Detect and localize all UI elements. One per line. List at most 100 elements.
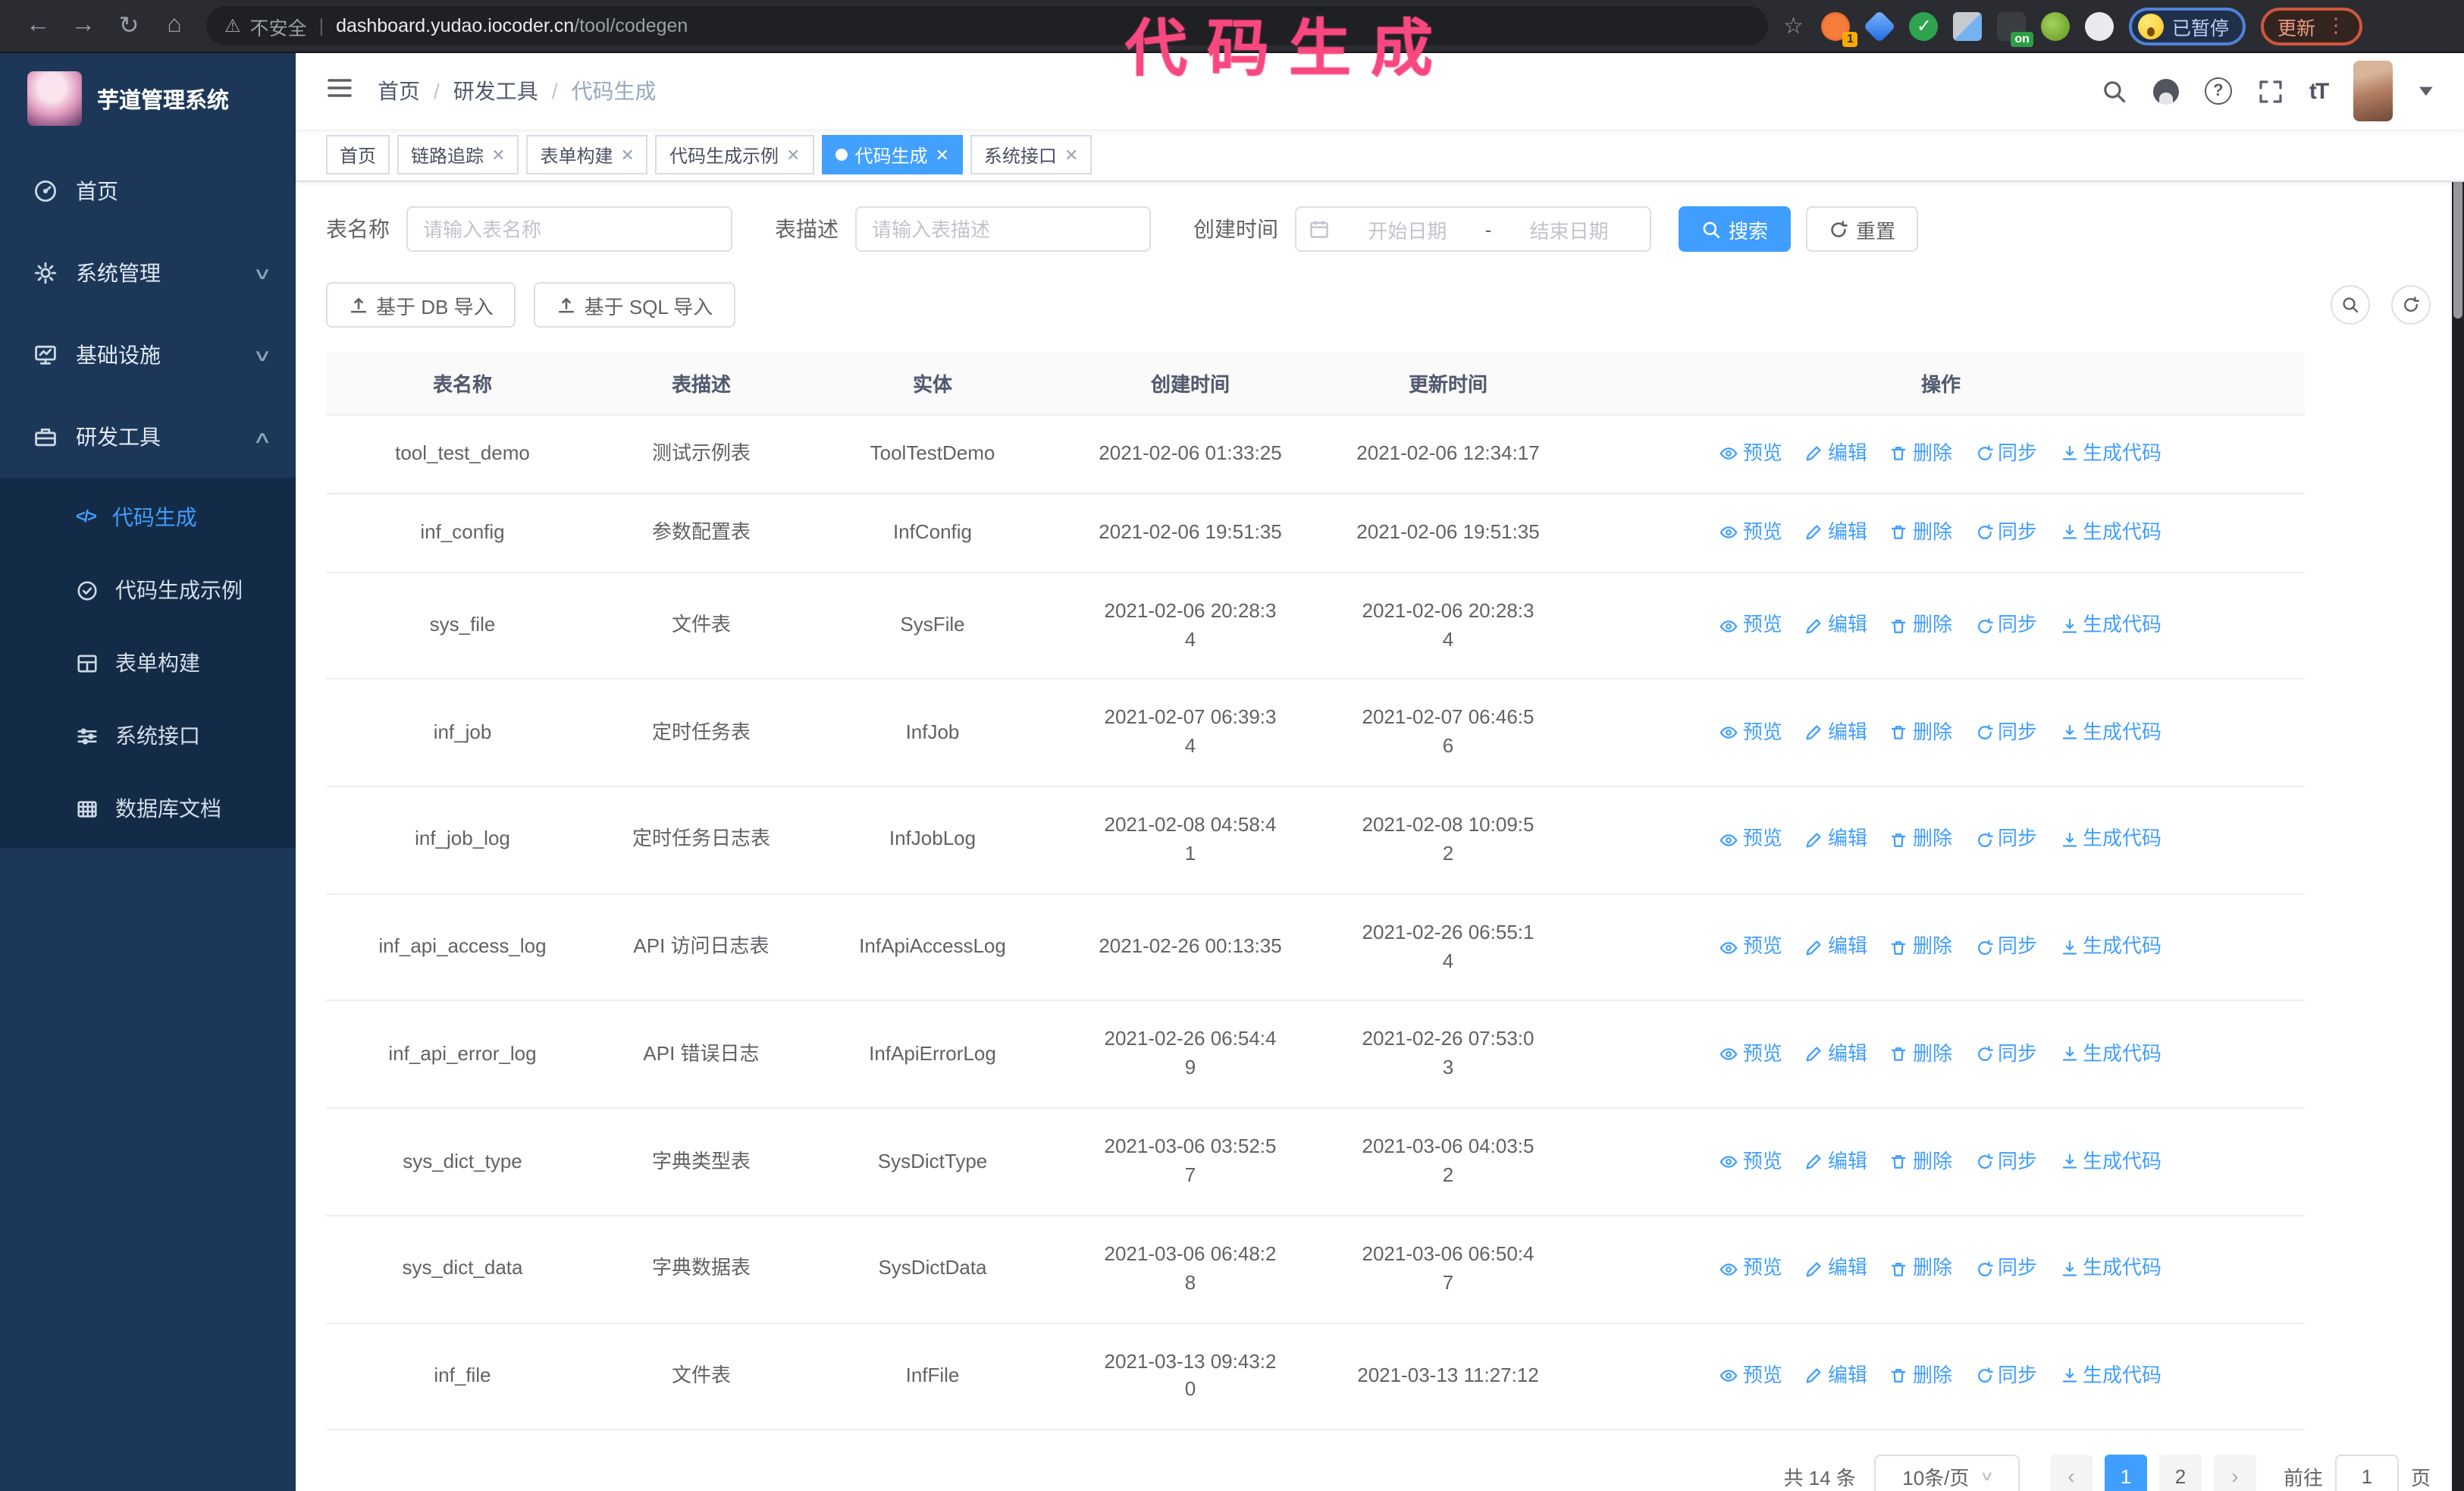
breadcrumb-devtools[interactable]: 研发工具 — [453, 79, 538, 103]
extension-icon[interactable]: on — [1997, 11, 2034, 46]
close-icon[interactable]: ✕ — [491, 146, 506, 165]
puzzle-icon[interactable] — [2085, 11, 2114, 40]
edit-link[interactable]: 编辑 — [1805, 1362, 1867, 1391]
generate-code-link[interactable]: 生成代码 — [2060, 1362, 2161, 1391]
sync-link[interactable]: 同步 — [1975, 1254, 2037, 1283]
extension-icon[interactable]: 1 — [1821, 11, 1858, 46]
more-menu-icon[interactable]: ⋮ — [2325, 14, 2346, 36]
table-desc-input[interactable] — [855, 206, 1151, 252]
page-button-2[interactable]: 2 — [2158, 1455, 2202, 1491]
import-sql-button[interactable]: 基于 SQL 导入 — [534, 282, 736, 328]
address-bar[interactable]: ⚠ 不安全 | dashboard.yudao.iocoder.cn/tool/… — [206, 6, 1768, 46]
preview-link[interactable]: 预览 — [1720, 826, 1782, 855]
sync-link[interactable]: 同步 — [1975, 933, 2037, 962]
start-date-placeholder[interactable]: 开始日期 — [1368, 219, 1447, 242]
generate-code-link[interactable]: 生成代码 — [2060, 826, 2161, 855]
sync-link[interactable]: 同步 — [1975, 1362, 2037, 1391]
delete-link[interactable]: 删除 — [1890, 1254, 1952, 1283]
sync-link[interactable]: 同步 — [1975, 826, 2037, 855]
fullscreen-icon[interactable] — [2258, 78, 2284, 104]
tag-codegen[interactable]: 代码生成 ✕ — [821, 135, 963, 174]
page-button-1[interactable]: 1 — [2104, 1455, 2147, 1491]
extension-icon[interactable]: ✓ — [1909, 11, 1939, 40]
sync-link[interactable]: 同步 — [1975, 519, 2037, 548]
sync-link[interactable]: 同步 — [1975, 719, 2037, 748]
forward-icon[interactable]: → — [71, 12, 96, 38]
date-range-picker[interactable]: 开始日期 - 结束日期 — [1295, 206, 1651, 252]
edit-link[interactable]: 编辑 — [1805, 611, 1867, 640]
home-icon[interactable]: ⌂ — [167, 12, 182, 38]
preview-link[interactable]: 预览 — [1720, 1362, 1782, 1391]
font-size-icon[interactable]: tT — [2309, 78, 2329, 104]
sidebar-item-system[interactable]: 系统管理 ∨ — [0, 232, 296, 314]
breadcrumb-home[interactable]: 首页 — [378, 79, 420, 103]
refresh-table-button[interactable] — [2391, 285, 2431, 325]
header-search-icon[interactable] — [2102, 78, 2127, 104]
generate-code-link[interactable]: 生成代码 — [2060, 519, 2161, 548]
sidebar-toggle-icon[interactable] — [326, 74, 353, 108]
delete-link[interactable]: 删除 — [1890, 440, 1952, 469]
sync-link[interactable]: 同步 — [1975, 1147, 2037, 1176]
extension-icon[interactable] — [2041, 11, 2071, 40]
page-size-select[interactable]: 10条/页 ∨ — [1873, 1455, 2020, 1491]
app-logo-row[interactable]: 芋道管理系统 — [0, 53, 296, 141]
edit-link[interactable]: 编辑 — [1805, 826, 1867, 855]
avatar-caret-icon[interactable]: ▼ — [2415, 83, 2437, 99]
sidebar-item-system-api[interactable]: 系统接口 — [0, 699, 296, 772]
generate-code-link[interactable]: 生成代码 — [2060, 1254, 2161, 1283]
delete-link[interactable]: 删除 — [1890, 1362, 1952, 1391]
tag-form-builder[interactable]: 表单构建 ✕ — [526, 135, 648, 174]
preview-link[interactable]: 预览 — [1720, 519, 1782, 548]
generate-code-link[interactable]: 生成代码 — [2060, 933, 2161, 962]
generate-code-link[interactable]: 生成代码 — [2060, 611, 2161, 640]
delete-link[interactable]: 删除 — [1890, 1041, 1952, 1069]
delete-link[interactable]: 删除 — [1890, 519, 1952, 548]
edit-link[interactable]: 编辑 — [1805, 719, 1867, 748]
prev-page-button[interactable]: ‹ — [2049, 1455, 2093, 1491]
extension-icon[interactable] — [1864, 9, 1897, 42]
preview-link[interactable]: 预览 — [1720, 1147, 1782, 1176]
extension-icon[interactable] — [1953, 11, 1983, 40]
browser-update-button[interactable]: 更新 ⋮ — [2260, 7, 2362, 45]
end-date-placeholder[interactable]: 结束日期 — [1529, 219, 1609, 242]
edit-link[interactable]: 编辑 — [1805, 1041, 1867, 1069]
sync-link[interactable]: 同步 — [1975, 440, 2037, 469]
sync-link[interactable]: 同步 — [1975, 611, 2037, 640]
delete-link[interactable]: 删除 — [1890, 933, 1952, 962]
bookmark-star-icon[interactable]: ☆ — [1783, 14, 1804, 39]
sidebar-item-form-builder[interactable]: 表单构建 — [0, 626, 296, 699]
sidebar-item-infra[interactable]: 基础设施 ∨ — [0, 314, 296, 396]
delete-link[interactable]: 删除 — [1890, 611, 1952, 640]
close-icon[interactable]: ✕ — [786, 146, 801, 165]
import-db-button[interactable]: 基于 DB 导入 — [326, 282, 516, 328]
preview-link[interactable]: 预览 — [1720, 440, 1782, 469]
edit-link[interactable]: 编辑 — [1805, 440, 1867, 469]
delete-link[interactable]: 删除 — [1890, 826, 1952, 855]
reload-icon[interactable]: ↻ — [118, 14, 140, 39]
reset-button[interactable]: 重置 — [1806, 206, 1919, 252]
search-button[interactable]: 搜索 — [1679, 206, 1792, 252]
profile-paused-button[interactable]: 已暂停 — [2129, 7, 2246, 45]
generate-code-link[interactable]: 生成代码 — [2060, 440, 2161, 469]
close-icon[interactable]: ✕ — [1064, 146, 1079, 165]
edit-link[interactable]: 编辑 — [1805, 519, 1867, 548]
github-icon[interactable] — [2152, 78, 2179, 104]
help-icon[interactable]: ? — [2204, 77, 2232, 105]
tag-codegen-example[interactable]: 代码生成示例 ✕ — [655, 135, 814, 174]
back-icon[interactable]: ← — [26, 12, 50, 38]
preview-link[interactable]: 预览 — [1720, 611, 1782, 640]
page-scrollbar[interactable] — [2452, 106, 2464, 1491]
preview-link[interactable]: 预览 — [1720, 933, 1782, 962]
sidebar-item-devtools[interactable]: 研发工具 ∧ — [0, 396, 296, 478]
delete-link[interactable]: 删除 — [1890, 719, 1952, 748]
edit-link[interactable]: 编辑 — [1805, 933, 1867, 962]
tag-tracing[interactable]: 链路追踪 ✕ — [397, 135, 519, 174]
sync-link[interactable]: 同步 — [1975, 1041, 2037, 1069]
user-avatar[interactable] — [2353, 61, 2393, 121]
edit-link[interactable]: 编辑 — [1805, 1147, 1867, 1176]
preview-link[interactable]: 预览 — [1720, 719, 1782, 748]
sidebar-item-codegen[interactable]: </> 代码生成 — [76, 505, 197, 529]
close-icon[interactable]: ✕ — [620, 146, 635, 165]
close-icon[interactable]: ✕ — [935, 146, 949, 165]
edit-link[interactable]: 编辑 — [1805, 1254, 1867, 1283]
